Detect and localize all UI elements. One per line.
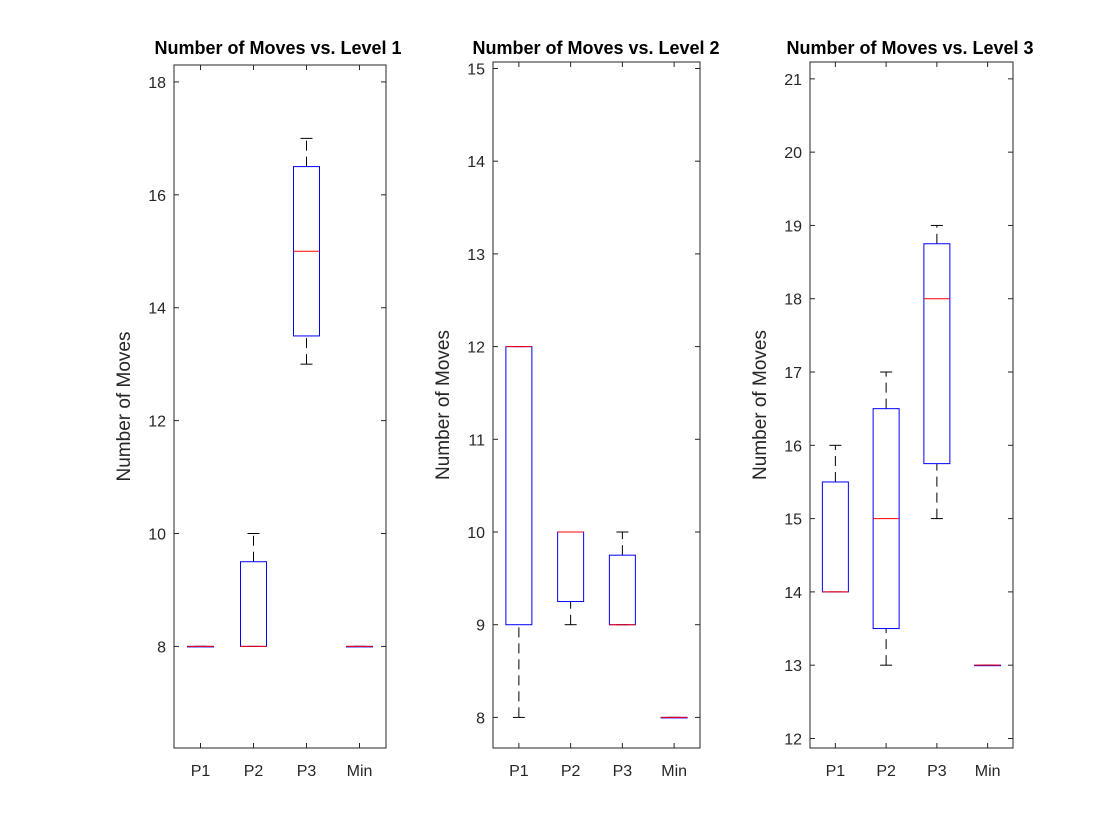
x-tick-label-p2: P2 [561, 763, 581, 780]
x-tick-label-min: Min [975, 763, 1001, 780]
box-p2 [872, 371, 900, 666]
y-tick-label: 15 [784, 512, 802, 529]
axes-frame [809, 61, 1014, 749]
chart-title: Number of Moves vs. Level 3 [786, 38, 1033, 58]
chart-panel-2: Number of Moves vs. Level 2 Number of Mov… [433, 38, 720, 780]
y-tick-label: 19 [784, 218, 802, 235]
x-tick-label-p3: P3 [297, 763, 317, 780]
box-min [974, 664, 1002, 667]
x-tick-label-p1: P1 [191, 763, 211, 780]
y-tick-label: 13 [467, 247, 485, 264]
y-tick-label: 18 [784, 292, 802, 309]
y-tick-label: 16 [148, 188, 166, 205]
y-tick-label: 14 [467, 154, 485, 171]
y-tick-label: 8 [476, 710, 485, 727]
y-tick-label: 16 [784, 438, 802, 455]
y-tick-label: 14 [784, 585, 802, 602]
y-tick-label: 15 [467, 61, 485, 78]
y-tick-label: 10 [467, 525, 485, 542]
box-min [660, 716, 688, 719]
y-tick-label: 8 [157, 639, 166, 656]
x-tick-label-p3: P3 [613, 763, 633, 780]
box-p1 [505, 346, 533, 718]
chart-panel-3: Number of Moves vs. Level 3 Number of Mov… [750, 38, 1034, 780]
axes-frame [173, 64, 387, 749]
x-tick-label-p3: P3 [927, 763, 947, 780]
x-tick-label-min: Min [661, 763, 687, 780]
y-tick-label: 20 [784, 145, 802, 162]
x-tick-label-p2: P2 [876, 763, 896, 780]
box-p1 [821, 444, 849, 593]
chart-panel-1: Number of Moves vs. Level 1 Number of Mov… [114, 38, 402, 780]
y-tick-label: 12 [148, 414, 166, 431]
box-p1 [187, 645, 214, 648]
box-body [923, 243, 951, 465]
y-tick-label: 21 [784, 72, 802, 89]
box-p2 [240, 533, 267, 647]
chart-title: Number of Moves vs. Level 2 [472, 38, 719, 58]
y-tick-label: 12 [784, 731, 802, 748]
y-tick-label: 14 [148, 301, 166, 318]
box-p2 [557, 531, 585, 626]
axes-frame [492, 61, 701, 749]
box-p3 [608, 531, 636, 626]
y-tick-label: 10 [148, 527, 166, 544]
x-tick-label-p2: P2 [244, 763, 264, 780]
box-p3 [923, 224, 951, 520]
box-p3 [293, 137, 320, 365]
y-tick-label: 18 [148, 75, 166, 92]
x-tick-label-p1: P1 [509, 763, 529, 780]
chart-title: Number of Moves vs. Level 1 [154, 38, 401, 58]
box-min [346, 645, 373, 648]
x-tick-label-p1: P1 [826, 763, 846, 780]
y-tick-label: 17 [784, 365, 802, 382]
y-tick-label: 9 [476, 618, 485, 635]
y-tick-label: 12 [467, 340, 485, 357]
y-tick-label: 13 [784, 658, 802, 675]
y-axis-label: Number of Moves [114, 332, 135, 482]
y-axis-label: Number of Moves [750, 330, 771, 480]
y-axis-label: Number of Moves [433, 330, 454, 480]
y-tick-label: 11 [468, 432, 485, 449]
x-tick-label-min: Min [347, 763, 373, 780]
